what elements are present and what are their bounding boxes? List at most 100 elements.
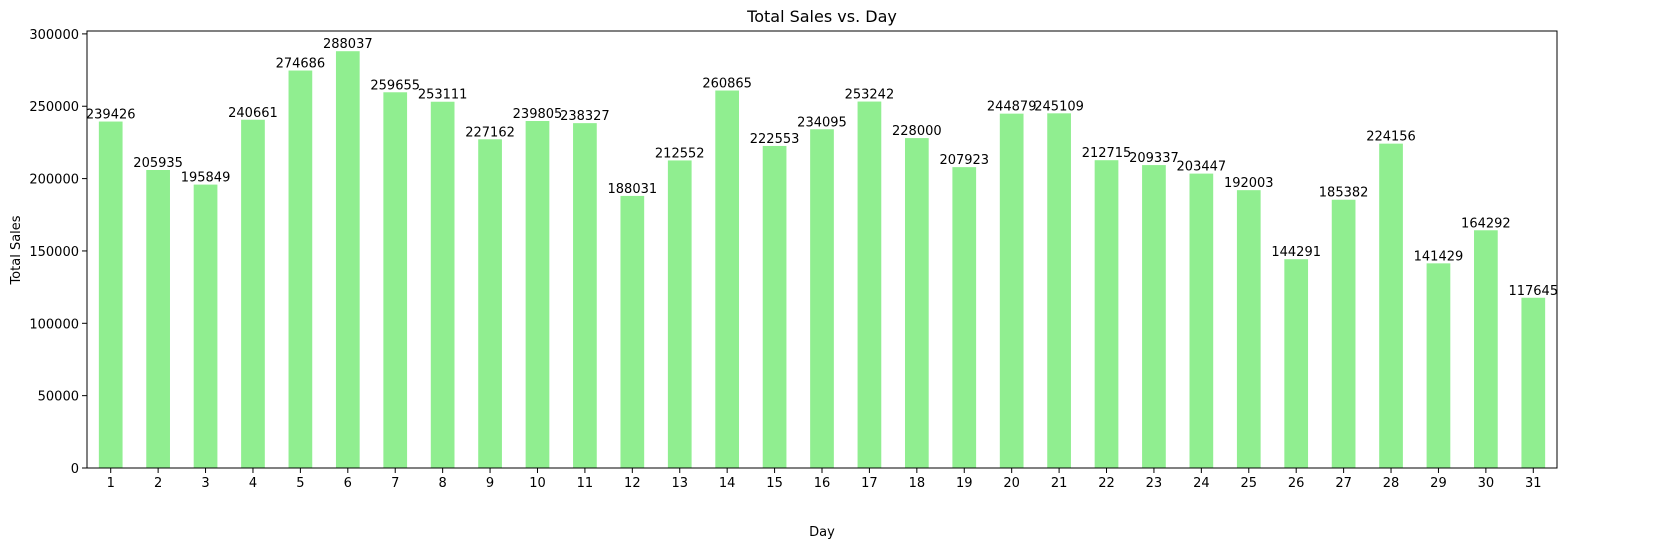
x-tick-label: 15: [766, 476, 783, 491]
bar-day-28: [1379, 143, 1403, 468]
bar-day-19: [952, 167, 977, 468]
data-label-day-26: 144291: [1271, 245, 1321, 260]
bar-day-27: [1331, 199, 1356, 468]
data-label-day-10: 239805: [513, 107, 563, 122]
bar-day-14: [715, 90, 740, 468]
bar-day-13: [667, 160, 692, 468]
bar-day-24: [1189, 173, 1214, 468]
x-tick-label: 20: [1003, 476, 1020, 491]
data-label-day-14: 260865: [702, 77, 752, 92]
bar-day-11: [573, 123, 597, 468]
y-axis-label: Total Sales: [9, 215, 24, 285]
data-label-day-30: 164292: [1461, 216, 1511, 231]
x-tick-label: 3: [201, 476, 209, 491]
data-label-day-12: 188031: [608, 182, 658, 197]
data-label-day-24: 203447: [1177, 160, 1227, 175]
x-tick-label: 17: [861, 476, 878, 491]
bar-day-8: [430, 101, 455, 469]
x-tick-label: 6: [344, 476, 352, 491]
data-label-day-18: 228000: [892, 124, 942, 139]
bar-day-22: [1094, 160, 1119, 468]
bar-day-7: [383, 92, 408, 469]
bar-day-26: [1284, 259, 1309, 468]
y-tick-label: 50000: [38, 390, 79, 405]
plot-frame: [86, 30, 1558, 469]
x-tick-label: 27: [1335, 476, 1352, 491]
bar-day-15: [762, 145, 787, 469]
x-tick-label: 26: [1288, 476, 1305, 491]
bar-day-5: [288, 70, 313, 469]
x-tick-label: 16: [814, 476, 831, 491]
data-label-day-13: 212552: [655, 146, 705, 161]
x-tick-label: 9: [486, 476, 494, 491]
data-label-day-17: 253242: [845, 88, 895, 103]
x-tick-label: 12: [624, 476, 641, 491]
data-label-day-2: 205935: [133, 156, 183, 171]
bar-day-18: [904, 138, 929, 468]
data-label-day-3: 195849: [181, 171, 231, 186]
data-label-day-22: 212715: [1082, 146, 1132, 161]
y-tick-label: 300000: [29, 28, 79, 43]
data-label-day-16: 234095: [797, 115, 847, 130]
x-tick-label: 10: [529, 476, 546, 491]
y-tick-label: 100000: [29, 317, 79, 332]
bar-day-16: [810, 129, 834, 468]
x-tick-label: 23: [1146, 476, 1163, 491]
bar-day-12: [620, 195, 645, 468]
x-tick-label: 2: [154, 476, 162, 491]
x-axis-label: Day: [809, 525, 835, 540]
data-label-day-27: 185382: [1319, 186, 1369, 201]
bar-day-4: [241, 119, 265, 468]
data-label-day-15: 222553: [750, 132, 800, 147]
x-tick-label: 25: [1241, 476, 1258, 491]
bar-day-21: [1047, 113, 1071, 468]
x-tick-label: 14: [719, 476, 736, 491]
data-label-day-20: 244879: [987, 100, 1037, 115]
bar-day-20: [999, 113, 1024, 469]
y-tick-label: 150000: [29, 245, 79, 260]
data-label-day-25: 192003: [1224, 176, 1274, 191]
x-tick-label: 7: [391, 476, 399, 491]
bar-day-29: [1426, 263, 1451, 468]
data-label-day-11: 238327: [560, 109, 610, 124]
y-tick-label: 250000: [29, 100, 79, 115]
x-tick-label: 1: [107, 476, 115, 491]
y-tick-label: 0: [71, 462, 79, 477]
x-tick-label: 29: [1430, 476, 1447, 491]
x-axis-ticks: 1 2 3 4 5 6 7 8 9 10 11 12 13 14 15 16 17 18 19 20 21 22 23 24 2…: [107, 468, 1542, 491]
bar-day-17: [857, 101, 882, 468]
x-tick-label: 30: [1478, 476, 1495, 491]
x-tick-label: 28: [1383, 476, 1400, 491]
data-label-day-31: 117645: [1508, 284, 1558, 299]
x-tick-label: 11: [577, 476, 594, 491]
data-label-day-5: 274686: [276, 57, 326, 72]
bar-day-10: [525, 120, 550, 468]
bar-day-1: [98, 121, 123, 468]
data-label-day-23: 209337: [1129, 151, 1179, 166]
x-tick-label: 18: [909, 476, 926, 491]
data-label-day-7: 259655: [370, 78, 420, 93]
data-label-day-4: 240661: [228, 106, 278, 121]
x-tick-label: 8: [439, 476, 447, 491]
x-tick-label: 31: [1525, 476, 1542, 491]
bar-day-25: [1236, 190, 1261, 468]
y-tick-label: 200000: [29, 173, 79, 188]
data-label-day-28: 224156: [1366, 130, 1416, 145]
bar-day-9: [478, 139, 502, 469]
bar-day-31: [1521, 297, 1546, 468]
data-label-day-6: 288037: [323, 37, 373, 52]
x-tick-label: 5: [296, 476, 304, 491]
x-tick-label: 13: [671, 476, 688, 491]
chart-title: Total Sales vs. Day: [746, 7, 897, 26]
data-label-day-19: 207923: [939, 153, 989, 168]
bar-day-3: [193, 184, 218, 468]
bar-day-30: [1474, 230, 1498, 468]
x-tick-label: 24: [1193, 476, 1210, 491]
data-label-day-1: 239426: [86, 108, 136, 123]
data-label-day-9: 227162: [465, 125, 515, 140]
data-label-day-8: 253111: [418, 88, 468, 103]
data-label-day-21: 245109: [1034, 99, 1084, 114]
x-tick-label: 21: [1051, 476, 1068, 491]
